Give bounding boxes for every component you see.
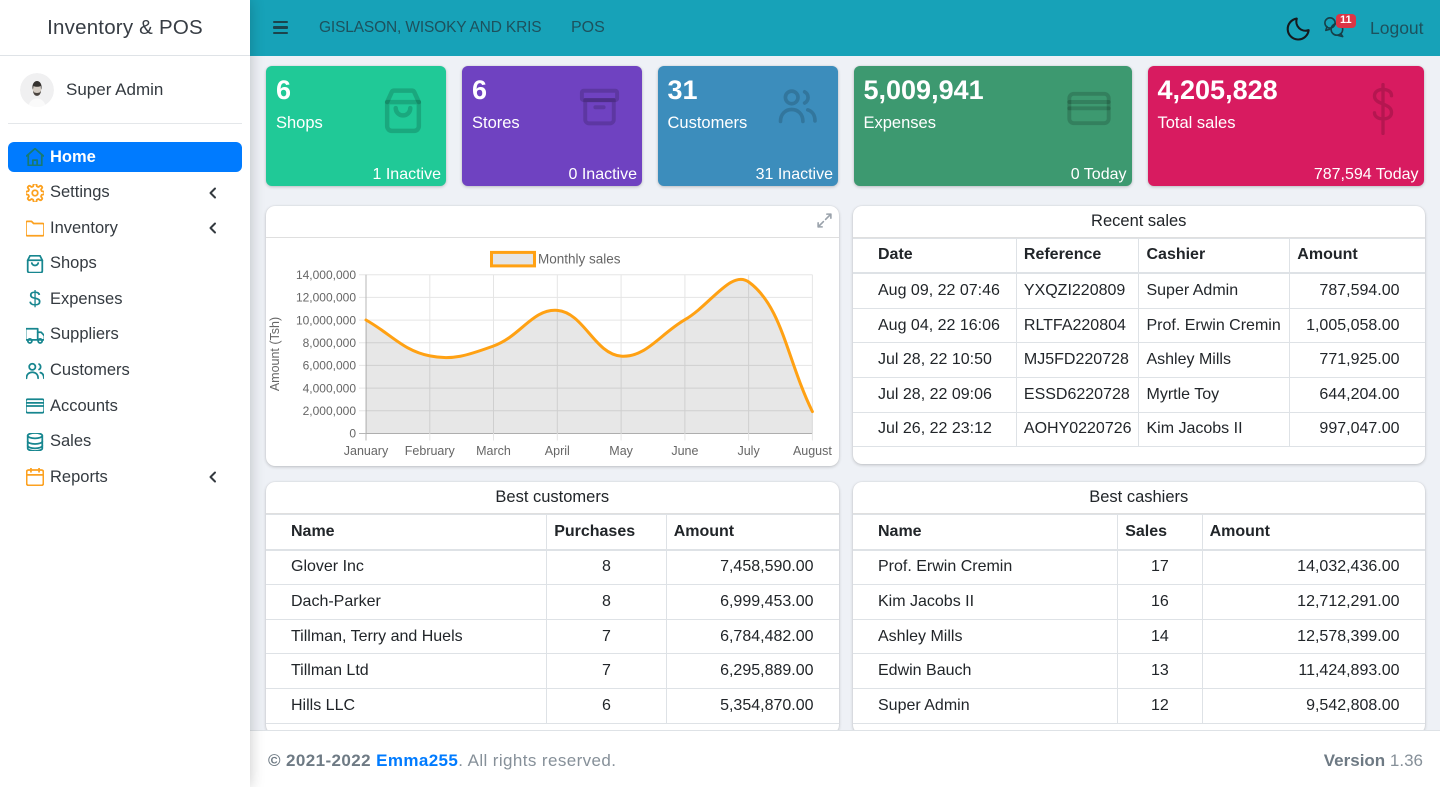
svg-text:February: February [405, 444, 456, 458]
svg-text:12,000,000: 12,000,000 [296, 290, 356, 304]
svg-text:6,000,000: 6,000,000 [303, 358, 357, 372]
svg-text:8,000,000: 8,000,000 [303, 336, 357, 350]
svg-text:$: $ [29, 290, 41, 308]
svg-text:Monthly sales: Monthly sales [538, 251, 621, 266]
svg-text:0: 0 [349, 426, 356, 440]
svg-text:14,000,000: 14,000,000 [296, 267, 356, 281]
svg-text:April: April [545, 444, 570, 458]
svg-text:June: June [671, 444, 698, 458]
svg-text:10,000,000: 10,000,000 [296, 313, 356, 327]
svg-text:May: May [609, 444, 633, 458]
svg-text:August: August [793, 444, 832, 458]
svg-text:2,000,000: 2,000,000 [303, 404, 357, 418]
svg-text:March: March [476, 444, 511, 458]
svg-text:July: July [737, 444, 760, 458]
svg-text:4,000,000: 4,000,000 [303, 381, 357, 395]
svg-text:January: January [344, 444, 389, 458]
svg-text:Amount (Tsh): Amount (Tsh) [268, 316, 282, 390]
